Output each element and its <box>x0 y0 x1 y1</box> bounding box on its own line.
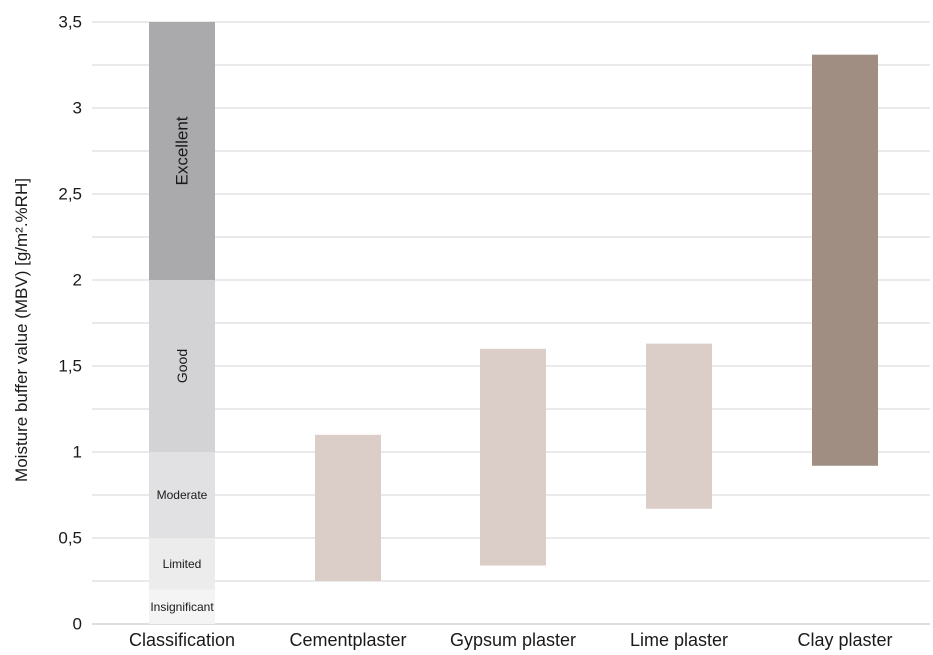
x-category-label: Classification <box>129 630 235 650</box>
band-label: Excellent <box>173 116 192 185</box>
range-bar-lime-plaster <box>646 343 712 509</box>
y-tick-label: 2,5 <box>58 185 82 204</box>
x-axis-categories: Classification Cementplaster Gypsum plaste… <box>129 630 893 650</box>
band-label: Good <box>174 349 190 383</box>
y-axis-ticks: 0 0,5 1 1,5 2 2,5 3 3,5 <box>58 13 82 634</box>
classification-band-limited <box>149 538 215 590</box>
band-label: Insignificant <box>150 600 214 614</box>
y-tick-label: 1,5 <box>58 357 82 376</box>
classification-band-excellent <box>149 22 215 280</box>
y-tick-label: 3 <box>73 99 82 118</box>
x-category-label: Lime plaster <box>630 630 728 650</box>
y-tick-label: 2 <box>73 271 82 290</box>
classification-band-good <box>149 280 215 452</box>
band-label: Limited <box>163 557 202 571</box>
y-tick-label: 0,5 <box>58 529 82 548</box>
classification-band-insignificant <box>149 589 215 624</box>
y-tick-label: 1 <box>73 443 82 462</box>
y-tick-label: 0 <box>73 615 82 634</box>
x-category-label: Gypsum plaster <box>450 630 576 650</box>
y-tick-label: 3,5 <box>58 13 82 32</box>
range-bar-gypsum-plaster <box>480 348 546 566</box>
band-label: Moderate <box>157 488 208 502</box>
classification-bands: Insignificant Limited Moderate Good Excellen… <box>149 22 215 624</box>
x-category-label: Clay plaster <box>797 630 892 650</box>
range-bar-cementplaster <box>315 434 381 581</box>
range-bar-clay-plaster <box>812 54 878 466</box>
y-axis-title: Moisture buffer value (MBV) [g/m².%RH] <box>12 178 31 482</box>
range-bars <box>315 54 878 581</box>
classification-band-moderate <box>149 452 215 538</box>
x-category-label: Cementplaster <box>289 630 406 650</box>
